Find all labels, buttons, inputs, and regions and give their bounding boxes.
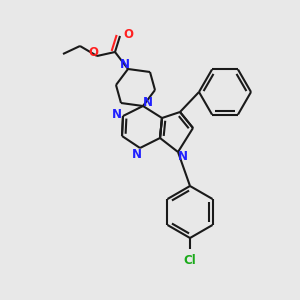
Text: N: N (120, 58, 130, 70)
Text: Cl: Cl (184, 254, 196, 267)
Text: N: N (143, 97, 153, 110)
Text: O: O (123, 28, 133, 41)
Text: O: O (88, 46, 98, 59)
Text: N: N (178, 151, 188, 164)
Text: N: N (132, 148, 142, 160)
Text: N: N (112, 109, 122, 122)
